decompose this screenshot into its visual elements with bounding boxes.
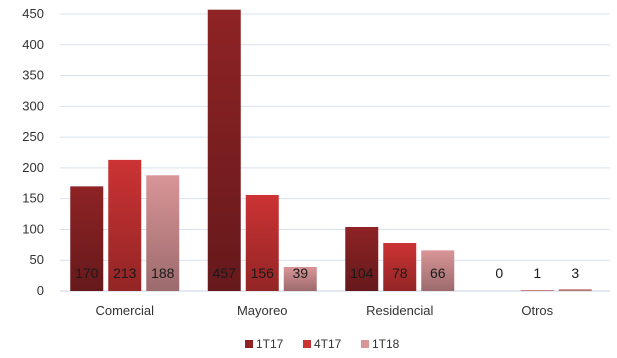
bar-4T17-residencial <box>383 242 417 291</box>
bar-1T17-mayoreo <box>207 9 241 292</box>
bar-1T17-residencial <box>345 226 379 291</box>
data-label: 0 <box>495 265 503 281</box>
data-label: 3 <box>571 265 579 281</box>
y-tick-label: 300 <box>22 98 44 113</box>
x-category-label: Otros <box>521 303 553 318</box>
gridlines <box>60 13 610 292</box>
y-tick-label: 450 <box>22 6 44 21</box>
y-tick-label: 250 <box>22 129 44 144</box>
data-label: 78 <box>392 265 408 281</box>
y-axis: 0 50 100 150 200 250 300 350 400 450 <box>22 6 44 298</box>
data-labels: 170 213 188 457 156 39 104 78 66 0 1 3 <box>75 265 579 281</box>
data-label: 188 <box>151 265 175 281</box>
bars <box>70 9 592 292</box>
bar-1T18-mayoreo <box>283 266 317 291</box>
data-label: 39 <box>292 265 308 281</box>
bar-4T17-comercial <box>108 159 142 291</box>
legend-label: 4T17 <box>314 337 342 351</box>
data-label: 213 <box>113 265 137 281</box>
y-tick-label: 100 <box>22 221 44 236</box>
bar-4T17-otros <box>520 290 554 291</box>
x-category-label: Residencial <box>366 303 433 318</box>
bar-4T17-mayoreo <box>245 194 279 291</box>
x-category-label: Mayoreo <box>237 303 288 318</box>
y-tick-label: 350 <box>22 68 44 83</box>
y-tick-label: 50 <box>30 252 44 267</box>
bar-1T18-comercial <box>146 175 180 291</box>
data-label: 170 <box>75 265 99 281</box>
data-label: 156 <box>251 265 275 281</box>
data-label: 457 <box>213 265 237 281</box>
y-tick-label: 0 <box>37 283 44 298</box>
y-tick-label: 150 <box>22 191 44 206</box>
x-axis: Comercial Mayoreo Residencial Otros <box>95 303 553 318</box>
bar-1T17-comercial <box>70 186 104 291</box>
data-label: 104 <box>350 265 374 281</box>
legend-swatch <box>245 340 253 348</box>
x-category-label: Comercial <box>95 303 154 318</box>
y-tick-label: 400 <box>22 37 44 52</box>
data-label: 1 <box>533 265 541 281</box>
bar-1T18-otros <box>558 289 592 291</box>
legend-swatch <box>303 340 311 348</box>
legend: 1T17 4T17 1T18 <box>245 337 400 351</box>
y-tick-label: 200 <box>22 160 44 175</box>
legend-swatch <box>361 340 369 348</box>
bar-1T18-residencial <box>421 250 455 291</box>
legend-label: 1T18 <box>372 337 400 351</box>
data-label: 66 <box>430 265 446 281</box>
legend-label: 1T17 <box>256 337 284 351</box>
